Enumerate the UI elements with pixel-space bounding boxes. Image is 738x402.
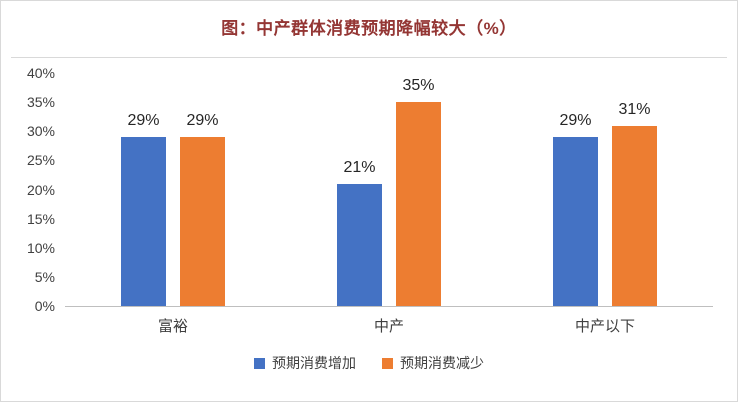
data-label: 29% — [186, 112, 219, 130]
y-axis-tick-label: 20% — [26, 181, 55, 198]
category-label: 中产 — [373, 318, 404, 335]
plot-area: 29% 29% 21% 35% 29% 31% — [65, 58, 713, 307]
title-divider-line — [11, 57, 727, 58]
y-axis-tick-label: 15% — [26, 210, 55, 227]
bar-expected-consumption-increase: 29% — [121, 112, 166, 306]
bar-expected-consumption-increase: 29% — [553, 112, 598, 306]
data-label: 29% — [559, 112, 592, 130]
bar-expected-consumption-decrease: 31% — [612, 101, 657, 306]
legend-swatch-expected-consumption-decrease — [382, 357, 393, 369]
y-axis: 0% 5% 10% 15% 20% 25% 30% 35% 40% — [1, 58, 55, 314]
data-label: 21% — [343, 158, 376, 176]
legend-swatch-expected-consumption-increase — [254, 357, 265, 369]
bar-group-2: 21% 35% — [281, 58, 497, 306]
category-label: 富裕 — [157, 318, 188, 335]
y-axis-tick-label: 35% — [26, 94, 55, 111]
legend-label: 预期消费减少 — [400, 355, 484, 371]
bar-expected-consumption-decrease: 35% — [396, 77, 441, 306]
data-label: 29% — [127, 112, 160, 130]
data-label: 31% — [618, 100, 651, 118]
category-label: 中产以下 — [574, 318, 635, 335]
legend-item-expected-consumption-increase: 预期消费增加 — [254, 353, 356, 373]
bar-expected-consumption-decrease: 29% — [180, 112, 225, 306]
data-label: 35% — [402, 77, 435, 95]
chart-title: 图：中产群体消费预期降幅较大（%） — [221, 19, 517, 38]
x-axis: 富裕 中产 中产以下 — [65, 315, 713, 336]
y-axis-tick-label: 25% — [26, 152, 55, 169]
legend-label: 预期消费增加 — [272, 355, 356, 371]
bar-expected-consumption-increase: 21% — [337, 159, 382, 306]
y-axis-tick-label: 10% — [26, 239, 55, 256]
bar-group-1: 29% 29% — [65, 58, 281, 306]
y-axis-tick-label: 5% — [34, 268, 55, 285]
legend-item-expected-consumption-decrease: 预期消费减少 — [382, 353, 484, 373]
y-axis-tick-label: 40% — [26, 65, 55, 82]
y-axis-tick-label: 30% — [26, 123, 55, 140]
bar-group-3: 29% 31% — [497, 58, 713, 306]
legend: 预期消费增加 预期消费减少 — [1, 353, 737, 373]
y-axis-tick-label: 0% — [34, 298, 55, 314]
